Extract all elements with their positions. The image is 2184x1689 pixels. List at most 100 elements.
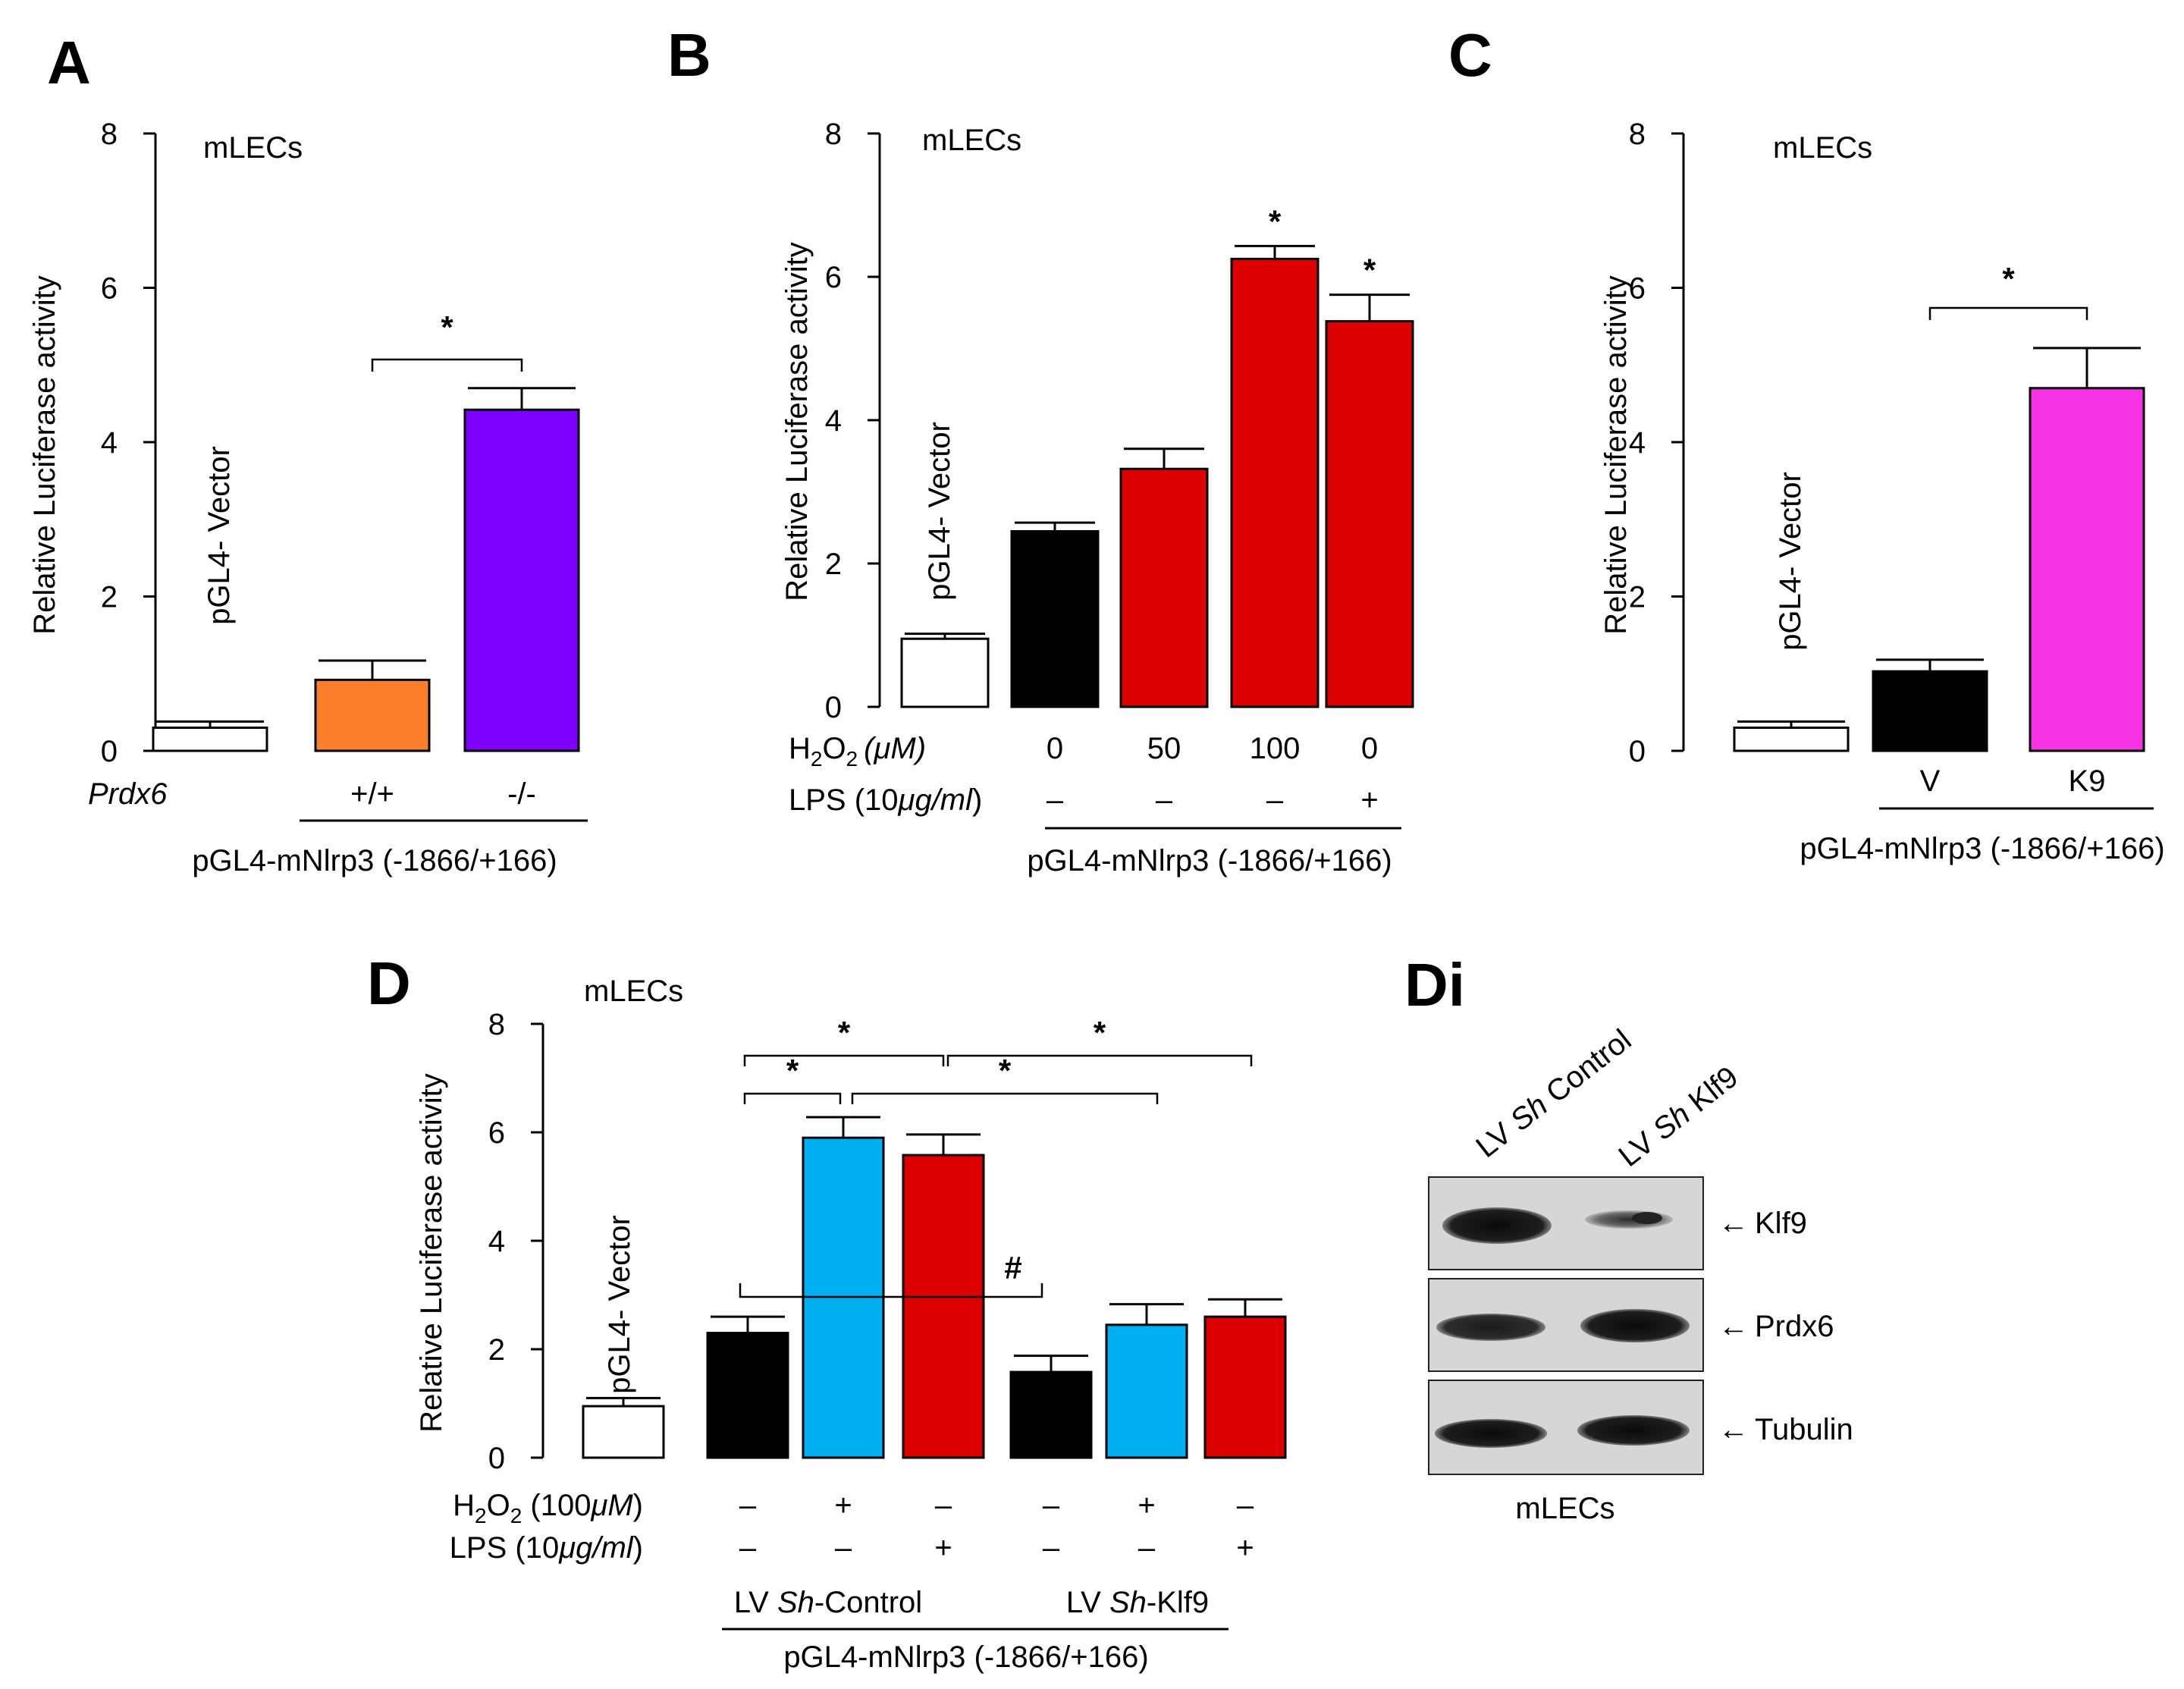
y-axis: 0 2 4 6 8 <box>101 118 157 768</box>
y-tick-label: 4 <box>825 404 842 438</box>
vector-v-label: V <box>1920 764 1941 798</box>
band-klf9-control <box>1442 1207 1552 1244</box>
bar <box>902 1154 985 1459</box>
significance-bracket <box>371 358 523 372</box>
h2o2-sub2: 2 <box>510 1504 522 1527</box>
lps-value: – <box>835 1531 852 1565</box>
lps-value: – <box>1043 1531 1060 1565</box>
y-tick-label: 6 <box>1629 272 1646 306</box>
h2o2-unit: μM <box>590 1489 633 1522</box>
band-prdx6-control <box>1436 1314 1545 1341</box>
group1-suffix: -Control <box>814 1586 922 1619</box>
y-tick-label: 0 <box>101 735 118 768</box>
bar <box>1325 320 1414 708</box>
y-tick-label: 6 <box>488 1116 505 1150</box>
y-tick-label: 2 <box>101 581 118 614</box>
panel-label: B <box>667 21 711 89</box>
panel-di-blot: Di LV Sh Control LV Sh Klf9 ← Klf9 ← Prdx6… <box>1404 951 1853 1525</box>
lps-unit: μg/ml <box>558 1531 634 1565</box>
y-tick-label: 6 <box>825 261 842 294</box>
panel-label: Di <box>1404 951 1465 1019</box>
vector-label: pGL4- Vector <box>603 1215 636 1394</box>
vector-label: pGL4- Vector <box>1774 472 1807 651</box>
panel-d: D mLECs Relative Luciferase activity 0 2 4… <box>367 950 1287 1674</box>
h2o2-unit: (μM) <box>864 732 926 765</box>
h2o2-value: – <box>935 1489 952 1522</box>
significance-bracket <box>1928 306 2088 320</box>
significance-bracket <box>946 1054 1253 1066</box>
group-sh-control: LV Sh-Control <box>734 1586 922 1619</box>
bar <box>1872 670 1988 752</box>
protein-name: Klf9 <box>1755 1207 1807 1240</box>
bar-group: * * * * # <box>582 1015 1287 1459</box>
h2o2-sub2: 2 <box>846 747 858 771</box>
bar-group: * <box>152 309 580 752</box>
y-tick-label: 6 <box>101 272 118 306</box>
band-tubulin-control <box>1435 1419 1547 1448</box>
bar <box>1119 467 1209 708</box>
bar <box>1105 1323 1188 1459</box>
y-axis: 0 2 4 6 8 <box>1629 118 1685 768</box>
bar <box>152 726 268 752</box>
genotype-ko: -/- <box>507 777 536 811</box>
prdx6-row-label: Prdx6 <box>88 777 168 811</box>
protein-label-tubulin: ← Tubulin <box>1718 1413 1853 1446</box>
panel-label: C <box>1448 21 1492 89</box>
y-tick-label: 4 <box>488 1225 505 1258</box>
significance-mark: * <box>2002 261 2015 297</box>
h2o2-value: 50 <box>1147 732 1181 765</box>
y-axis-label: Relative Luciferase activity <box>415 1073 448 1433</box>
lps-value: – <box>1156 783 1173 817</box>
band-prdx6-knockdown <box>1580 1309 1690 1342</box>
y-axis: 0 2 4 6 8 <box>825 118 881 724</box>
lps-suffix: ) <box>633 1531 643 1565</box>
h2o2-value: 0 <box>1046 732 1063 765</box>
bar <box>1733 726 1850 752</box>
y-tick-label: 0 <box>488 1442 505 1475</box>
lps-value: + <box>934 1531 952 1565</box>
significance-bracket <box>739 1283 1043 1298</box>
y-tick-label: 4 <box>101 426 118 460</box>
bar-group: * <box>1733 261 2145 752</box>
y-axis: 0 2 4 6 8 <box>488 1008 544 1475</box>
panel-b: B mLECs Relative Luciferase activity 024… <box>667 21 1414 877</box>
lps-values: – – – + <box>1046 783 1379 817</box>
bar <box>1010 529 1100 708</box>
band-klf9-knockdown-core <box>1632 1212 1662 1224</box>
group-sh-klf9: LV Sh-Klf9 <box>1066 1586 1209 1619</box>
group1-italic: Sh <box>777 1586 814 1619</box>
h2o2-value: + <box>1138 1489 1155 1522</box>
significance-mark: * <box>441 309 453 345</box>
cell-label: mLECs <box>1773 131 1872 165</box>
group2-suffix: -Klf9 <box>1147 1586 1209 1619</box>
panel-c: C mLECs Relative Luciferase activity 0 2 4… <box>1448 21 2165 865</box>
lps-row-label: LPS (10μg/ml) <box>450 1531 643 1565</box>
h2o2-h: H <box>789 732 811 765</box>
lps-value: – <box>739 1531 757 1565</box>
h2o2-suffix: ) <box>633 1489 643 1522</box>
y-tick-label: 0 <box>825 691 842 724</box>
y-tick-label: 4 <box>1629 426 1646 460</box>
lps-value: + <box>1360 783 1378 817</box>
lane-label-sh-klf9: LV Sh Klf9 <box>1612 1060 1744 1173</box>
significance-star: * <box>1269 203 1282 239</box>
blot-footer: mLECs <box>1515 1492 1614 1525</box>
construct-footer: pGL4-mNlrp3 (-1866/+166) <box>783 1640 1148 1674</box>
y-tick-label: 2 <box>825 548 842 581</box>
lps-value: – <box>1266 783 1284 817</box>
y-axis-label: Relative Luciferase activity <box>1599 275 1633 635</box>
band-tubulin-knockdown <box>1577 1415 1690 1446</box>
protein-label-klf9: ← Klf9 <box>1718 1207 1807 1240</box>
h2o2-unit-pre: (100 <box>522 1489 591 1522</box>
lps-value: – <box>1046 783 1064 817</box>
lps-value: – <box>1138 1531 1156 1565</box>
group2-italic: Sh <box>1109 1586 1147 1619</box>
bar <box>2029 387 2145 752</box>
klf9-k9-label: K9 <box>2069 764 2106 798</box>
h2o2-value: – <box>1237 1489 1254 1522</box>
protein-name: Prdx6 <box>1755 1310 1834 1343</box>
panel-a: A mLECs Relative Luciferase activity 0 2 4… <box>28 29 588 877</box>
significance-mark: * <box>838 1015 851 1050</box>
bar-group: ** <box>900 203 1414 708</box>
